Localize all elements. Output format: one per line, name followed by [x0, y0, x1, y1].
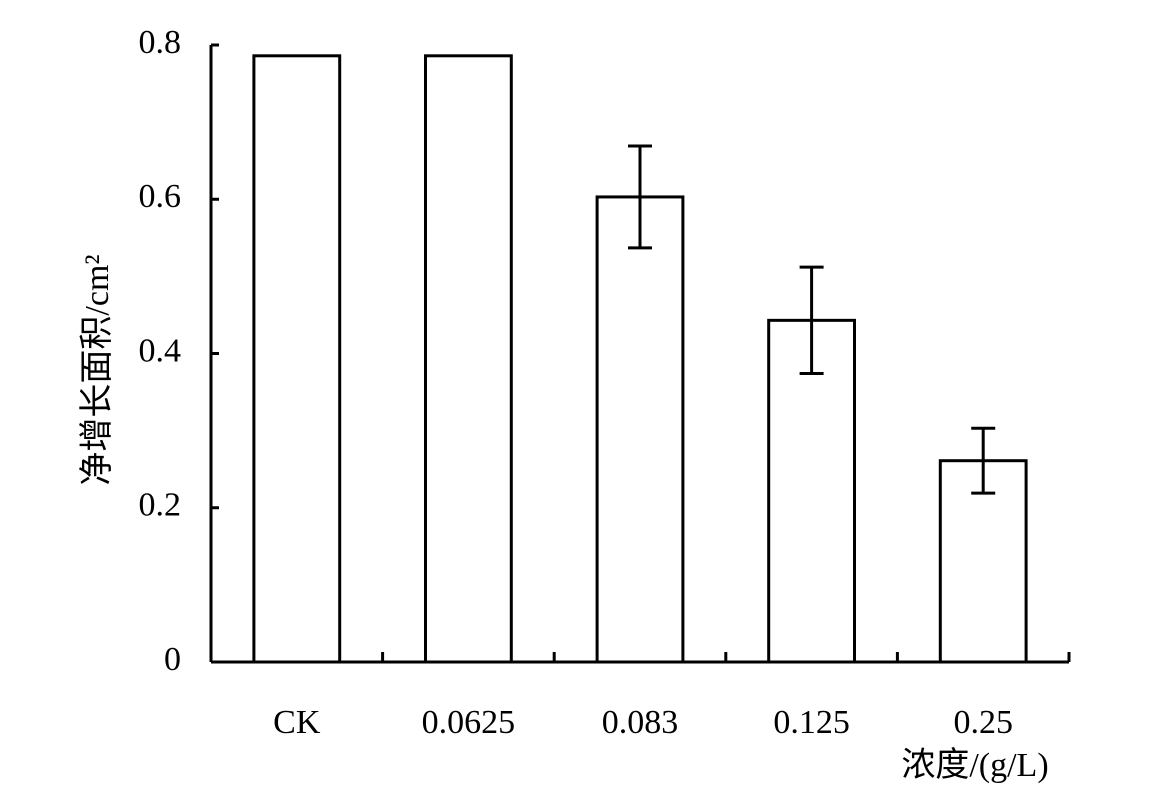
x-axis-title: 浓度/(g/L) [901, 746, 1048, 784]
bar [252, 54, 342, 664]
y-axis-title: 净增长面积/cm² [78, 254, 116, 485]
x-tick-label: 0.0625 [422, 704, 516, 741]
x-tick-label: 0.125 [773, 704, 850, 741]
x-tick-label: 0.083 [602, 704, 679, 741]
y-tick-label: 0.2 [139, 487, 182, 524]
bar [767, 318, 857, 664]
y-tick-label: 0 [164, 641, 181, 678]
x-tick-label: 0.25 [953, 704, 1013, 741]
bar [595, 195, 685, 664]
y-tick-label: 0.4 [139, 332, 182, 369]
x-tick-label: CK [273, 704, 321, 741]
y-tick-label: 0.8 [139, 24, 182, 61]
y-tick-label: 0.6 [139, 178, 182, 215]
bar [424, 54, 513, 664]
